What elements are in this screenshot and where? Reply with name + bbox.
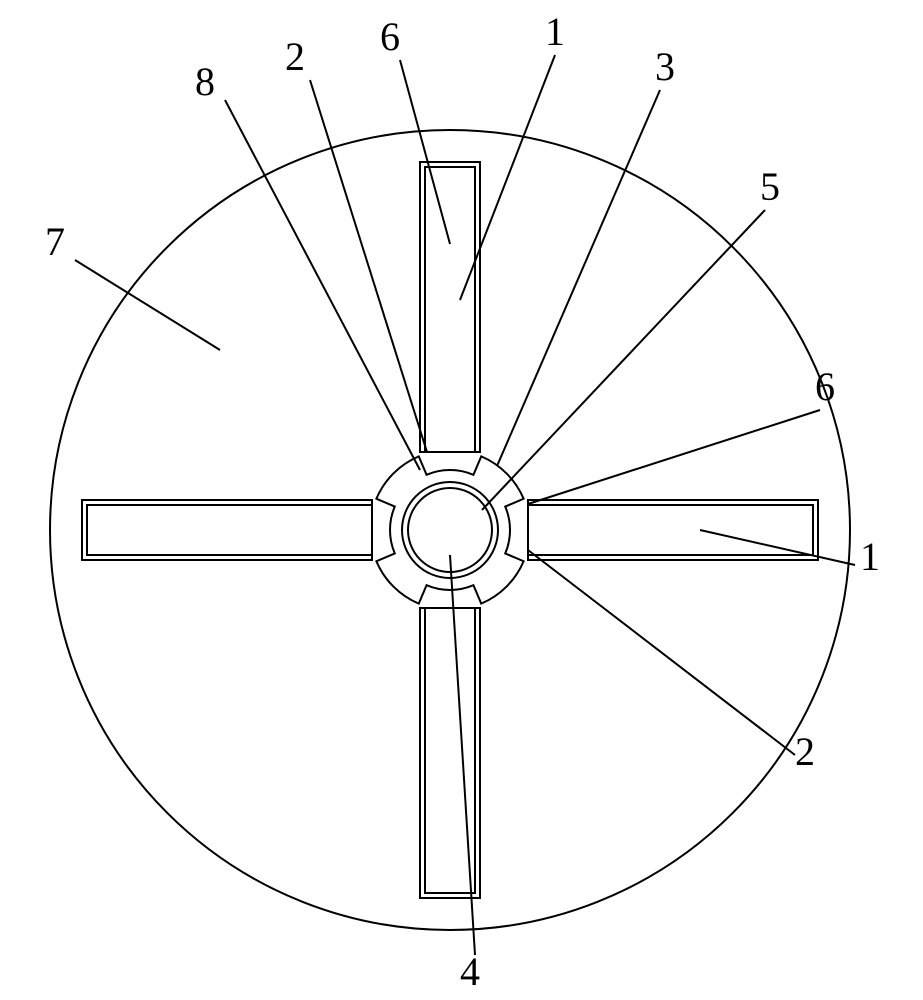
- blade-right-outer: [528, 500, 818, 560]
- callout-label-1-3: 1: [545, 9, 565, 54]
- blade-bottom-outer: [420, 608, 480, 898]
- leader-line-4: [497, 90, 660, 466]
- hub-outer-ring: [376, 456, 523, 603]
- callout-label-6-0: 6: [380, 14, 400, 59]
- leader-line-10: [75, 260, 220, 350]
- blade-right-inner: [528, 505, 813, 555]
- leader-line-6: [528, 410, 820, 504]
- blade-top-outer: [420, 162, 480, 452]
- blade-left-inner: [87, 505, 372, 555]
- blade-left-outer: [82, 500, 372, 560]
- leader-line-8: [528, 550, 795, 755]
- callout-label-5-5: 5: [760, 164, 780, 209]
- callout-label-2-8: 2: [795, 729, 815, 774]
- blade-top: [420, 162, 480, 452]
- blade-top-inner: [425, 167, 475, 452]
- callout-label-8-2: 8: [195, 59, 215, 104]
- callout-label-4-9: 4: [460, 949, 480, 994]
- callout-label-3-4: 3: [655, 44, 675, 89]
- leader-line-5: [482, 210, 765, 510]
- callout-label-6-6: 6: [815, 364, 835, 409]
- blade-bottom: [420, 608, 480, 898]
- leader-line-1: [310, 80, 427, 452]
- technical-diagram: 6 2 8 1 3 5 6 1 2 4 7: [0, 0, 923, 1000]
- callout-label-1-7: 1: [860, 534, 880, 579]
- outer-circle: [50, 130, 850, 930]
- leader-line-2: [225, 100, 420, 470]
- callout-label-7-10: 7: [45, 219, 65, 264]
- blade-left: [82, 500, 372, 560]
- leader-line-9: [450, 555, 475, 955]
- callout-label-2-1: 2: [285, 34, 305, 79]
- blade-right: [528, 500, 818, 560]
